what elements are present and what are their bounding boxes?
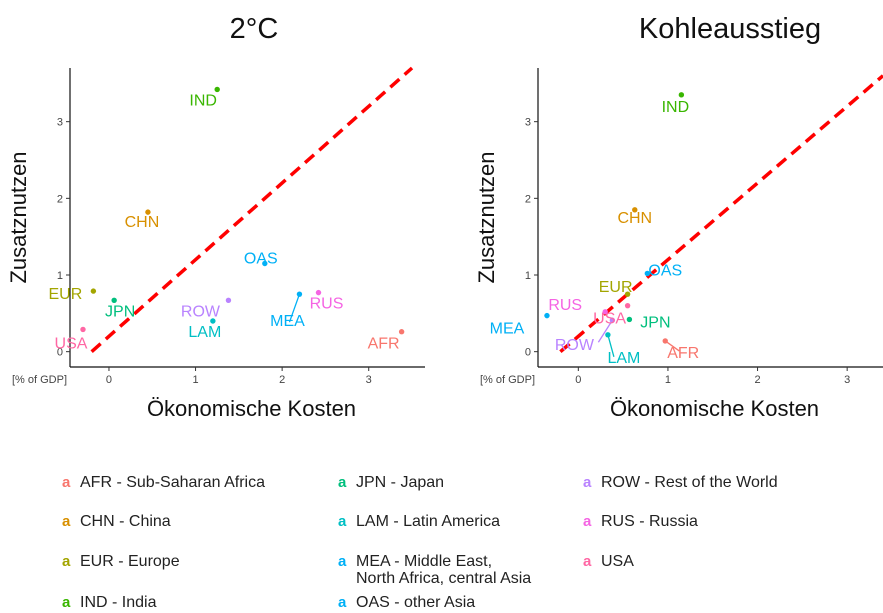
point-ind: [214, 86, 220, 93]
point-oas: [262, 260, 268, 267]
point-label-afr: AFR: [667, 345, 699, 362]
unit-label: [% of GDP]: [12, 374, 67, 386]
point-label-mea: MEA: [270, 313, 305, 330]
point-label-rus: RUS: [310, 296, 344, 313]
point-usa: [624, 302, 631, 309]
point-label-lam: LAM: [607, 350, 640, 367]
point-label-usa: USA: [55, 335, 88, 352]
point-label-usa: USA: [593, 311, 626, 328]
point-eur: [90, 288, 97, 294]
point-label-jpn: JPN: [105, 303, 135, 320]
point-jpn: [626, 316, 633, 323]
x-tick-label: 1: [665, 374, 671, 386]
point-label-eur: EUR: [48, 286, 82, 303]
point-label-ind: IND: [189, 92, 217, 109]
y-tick-label: 3: [57, 117, 63, 129]
point-usa: [80, 326, 86, 333]
point-label-mea: MEA: [490, 321, 525, 338]
point-chn: [632, 207, 638, 213]
y-tick-label: 1: [57, 270, 63, 282]
y-tick-label: 3: [525, 117, 531, 129]
point-chn: [145, 209, 151, 215]
x-axis-label: Ökonomische Kosten: [147, 396, 356, 421]
y-tick-label: 1: [525, 270, 531, 282]
point-label-chn: CHN: [125, 214, 160, 231]
point-rus: [315, 289, 322, 296]
y-tick-label: 2: [57, 193, 63, 205]
point-label-jpn: JPN: [640, 314, 670, 331]
y-axis-label: Zusatznutzen: [474, 151, 499, 283]
leader-lam: [607, 334, 615, 357]
point-afr: [398, 329, 405, 335]
leader-afr: [664, 340, 680, 352]
point-label-oas: OAS: [244, 251, 278, 268]
point-label-chn: CHN: [617, 210, 652, 227]
x-tick-label: 0: [106, 374, 112, 386]
point-oas: [644, 270, 651, 277]
reference-line: [90, 66, 414, 353]
point-label-eur: EUR: [599, 279, 633, 296]
y-tick-label: 0: [525, 347, 531, 359]
y-tick-label: 2: [525, 193, 531, 205]
point-label-lam: LAM: [188, 324, 221, 341]
x-tick-label: 0: [575, 374, 581, 386]
y-axis-label: Zusatznutzen: [6, 151, 31, 283]
point-eur: [624, 291, 631, 297]
point-ind: [678, 92, 685, 98]
reference-line: [559, 74, 883, 353]
point-rus: [602, 309, 608, 315]
x-tick-label: 1: [192, 374, 198, 386]
y-tick-label: 0: [57, 347, 63, 359]
point-label-oas: OAS: [648, 262, 682, 279]
point-label-rus: RUS: [548, 297, 582, 314]
x-tick-label: 2: [279, 374, 285, 386]
point-label-ind: IND: [662, 99, 690, 116]
x-tick-label: 2: [754, 374, 760, 386]
point-label-row: ROW: [555, 337, 595, 354]
point-lam: [210, 318, 216, 324]
point-label-row: ROW: [181, 303, 221, 320]
x-axis-label: Ökonomische Kosten: [610, 396, 819, 421]
x-tick-label: 3: [366, 374, 372, 386]
chart-title: Kohleausstieg: [639, 13, 821, 45]
leader-mea: [288, 293, 301, 323]
point-mea: [296, 291, 303, 297]
chart-panel-1: 2°C 0 1 2 3 0 1 2 3 [% of GDP] Ökonomische Kosten Z…: [6, 13, 425, 421]
x-tick-label: 3: [844, 374, 850, 386]
point-label-afr: AFR: [368, 336, 400, 353]
unit-label: [% of GDP]: [480, 374, 535, 386]
point-jpn: [111, 297, 117, 303]
chart-title: 2°C: [230, 13, 279, 45]
leader-row: [597, 319, 613, 343]
chart-panel-2: Kohleausstieg 0 1 2 3 0 1 2 3 [% of GDP] Ökonomisc…: [474, 13, 883, 421]
point-mea: [544, 312, 550, 319]
point-row: [225, 297, 232, 303]
